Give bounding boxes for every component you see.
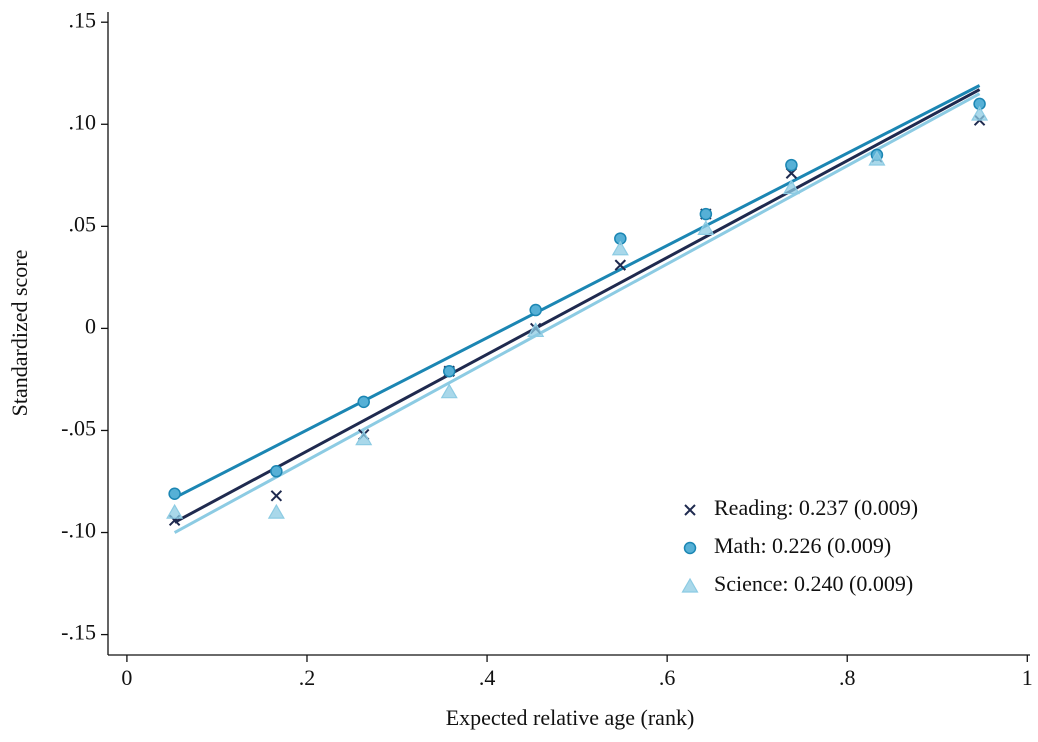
y-tick-label: .15 <box>69 7 97 32</box>
y-tick-label: -.10 <box>61 518 96 543</box>
x-tick-label: .6 <box>659 665 676 690</box>
x-tick-label: .8 <box>839 665 856 690</box>
point <box>527 322 545 338</box>
fit-line <box>173 88 981 524</box>
point <box>971 105 989 121</box>
y-tick-label: .05 <box>69 211 97 236</box>
point <box>355 430 373 446</box>
point <box>868 150 886 166</box>
point <box>785 158 798 172</box>
legend-marker <box>683 541 697 555</box>
point <box>440 383 458 399</box>
fit-line <box>173 92 981 534</box>
y-tick-label: -.15 <box>61 620 96 645</box>
point <box>699 207 713 221</box>
point <box>357 395 370 409</box>
point <box>611 240 629 256</box>
legend-marker <box>681 577 699 593</box>
x-tick-label: .4 <box>479 665 496 690</box>
x-tick-label: 0 <box>121 665 132 690</box>
legend-label: Math: 0.226 (0.009) <box>714 533 891 558</box>
legend-label: Reading: 0.237 (0.009) <box>714 495 918 520</box>
x-axis-title: Expected relative age (rank) <box>446 705 695 730</box>
point <box>166 503 184 519</box>
point <box>782 179 800 195</box>
x-tick-label: .2 <box>299 665 316 690</box>
point <box>529 303 542 317</box>
point <box>614 259 627 271</box>
point <box>442 365 456 378</box>
y-tick-label: .10 <box>69 109 97 134</box>
x-tick-label: 1 <box>1022 665 1033 690</box>
point <box>697 220 715 235</box>
point <box>270 465 283 478</box>
y-tick-label: -.05 <box>61 416 96 441</box>
legend-label: Science: 0.240 (0.009) <box>714 571 913 596</box>
y-tick-label: 0 <box>85 313 96 338</box>
y-axis-title: Standardized score <box>7 250 32 417</box>
fit-line <box>173 84 981 500</box>
point <box>270 490 283 502</box>
point <box>168 487 181 500</box>
point <box>267 503 285 519</box>
legend-marker <box>684 504 696 516</box>
